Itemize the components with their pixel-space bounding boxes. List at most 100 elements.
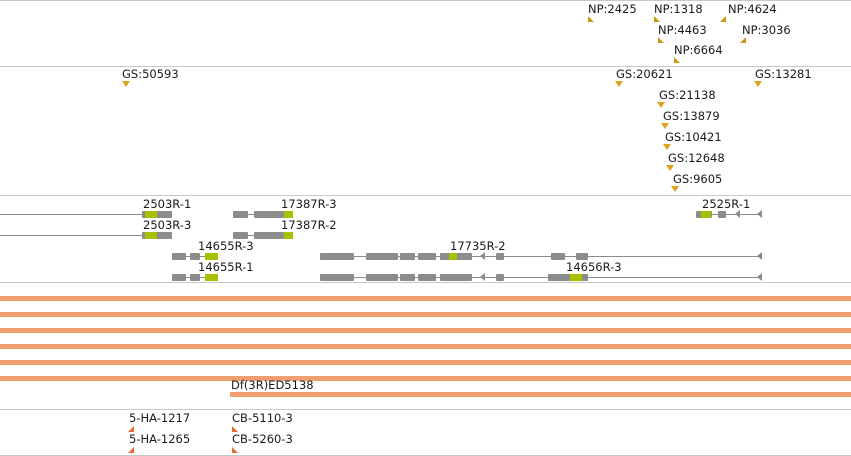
deficiency-bar [230, 392, 851, 397]
transcript-exon [418, 274, 436, 281]
transcript-label: 17735R-2 [450, 239, 506, 253]
insertion-label: 5-HA-1265 [129, 432, 191, 446]
gs-feature-label: GS:9605 [673, 172, 723, 186]
transcript-label: 2503R-1 [143, 197, 192, 211]
np-marker-icon [588, 16, 594, 22]
transcript-label: 14655R-1 [198, 260, 254, 274]
transcript-exon [142, 232, 172, 239]
transcript-exon [320, 253, 354, 260]
gs-marker-icon [657, 102, 665, 108]
track-divider [0, 0, 851, 1]
transcript-label: 17387R-2 [281, 218, 337, 232]
transcript-exon [548, 274, 588, 281]
np-marker-icon [674, 57, 680, 63]
np-feature-label: NP:4624 [728, 2, 777, 16]
transcript-exon [400, 253, 415, 260]
transcript-intron [320, 277, 762, 278]
gs-feature-label: GS:13879 [663, 109, 720, 123]
transcript-cds [284, 232, 293, 239]
deficiency-bar[interactable] [0, 312, 851, 317]
transcript-label: 14656R-3 [566, 260, 622, 274]
transcript-exon [254, 211, 284, 218]
strand-arrow-icon [480, 252, 485, 260]
strand-arrow-icon [757, 210, 762, 218]
transcript-cds [205, 274, 218, 281]
deficiency-bar[interactable] [0, 344, 851, 349]
transcript-label: 2525R-1 [702, 197, 751, 211]
np-feature-label: NP:4463 [658, 23, 707, 37]
transcript-intron [696, 214, 762, 215]
transcript-cds [205, 253, 218, 260]
np-feature-label: NP:3036 [742, 23, 791, 37]
transcript-exon [496, 274, 504, 281]
np-marker-icon [654, 16, 660, 22]
transcript-exon [190, 253, 200, 260]
transcript-intron [0, 235, 172, 236]
transcript-cds [570, 274, 582, 281]
transcript-exon [172, 274, 186, 281]
transcript-cds [449, 253, 457, 260]
insertion-marker-icon [128, 426, 134, 432]
gs-marker-icon [671, 186, 679, 192]
insertion-marker-icon [232, 426, 238, 432]
strand-arrow-icon [480, 273, 485, 281]
np-marker-icon [658, 37, 664, 43]
deficiency-bar[interactable] [0, 376, 851, 381]
transcript-cds [284, 211, 293, 218]
deficiency-bar[interactable] [0, 328, 851, 333]
transcript-exon [718, 211, 726, 218]
gs-marker-icon [615, 81, 623, 87]
transcript-exon [172, 253, 186, 260]
insertion-label: 5-HA-1217 [129, 411, 191, 425]
gs-marker-icon [661, 123, 669, 129]
transcript-exon [233, 211, 248, 218]
transcript-cds [145, 211, 157, 218]
insertion-label: CB-5260-3 [232, 432, 293, 446]
transcript-exon [400, 274, 415, 281]
transcript-intron [0, 214, 172, 215]
transcript-exon [254, 232, 284, 239]
gs-marker-icon [754, 81, 762, 87]
insertion-marker-icon [128, 447, 134, 453]
transcript-label: 14655R-3 [198, 239, 254, 253]
transcript-exon [190, 274, 200, 281]
insertion-label: CB-5110-3 [232, 411, 293, 425]
np-feature-label: NP:1318 [654, 2, 703, 16]
deficiency-bar[interactable] [0, 296, 851, 301]
gs-feature-label: GS:50593 [122, 67, 179, 81]
gs-marker-icon [663, 144, 671, 150]
gs-feature-label: GS:10421 [665, 130, 722, 144]
strand-arrow-icon [757, 273, 762, 281]
transcript-exon [366, 274, 398, 281]
gs-marker-icon [666, 165, 674, 171]
np-marker-icon [740, 37, 746, 43]
transcript-exon [551, 253, 565, 260]
transcript-exon [418, 253, 436, 260]
gs-marker-icon [122, 81, 130, 87]
gs-feature-label: GS:20621 [616, 67, 673, 81]
gs-feature-label: GS:21138 [659, 88, 716, 102]
transcript-exon [233, 232, 248, 239]
transcript-label: 17387R-3 [281, 197, 337, 211]
deficiency-label: Df(3R)ED5138 [231, 378, 314, 392]
insertion-marker-icon [232, 447, 238, 453]
track-divider [0, 409, 851, 410]
strand-arrow-icon [757, 252, 762, 260]
transcript-intron [320, 256, 762, 257]
np-feature-label: NP:6664 [674, 43, 723, 57]
strand-arrow-icon [735, 210, 740, 218]
transcript-exon [320, 274, 354, 281]
transcript-exon [496, 253, 504, 260]
transcript-exon [440, 274, 472, 281]
deficiency-bar[interactable] [0, 360, 851, 365]
gs-feature-label: GS:12648 [668, 151, 725, 165]
transcript-cds [145, 232, 157, 239]
transcript-cds [701, 211, 711, 218]
track-divider [0, 66, 851, 67]
transcript-exon [142, 211, 172, 218]
transcript-label: 2503R-3 [143, 218, 192, 232]
transcript-exon [576, 253, 588, 260]
track-divider [0, 195, 851, 196]
np-feature-label: NP:2425 [588, 2, 637, 16]
